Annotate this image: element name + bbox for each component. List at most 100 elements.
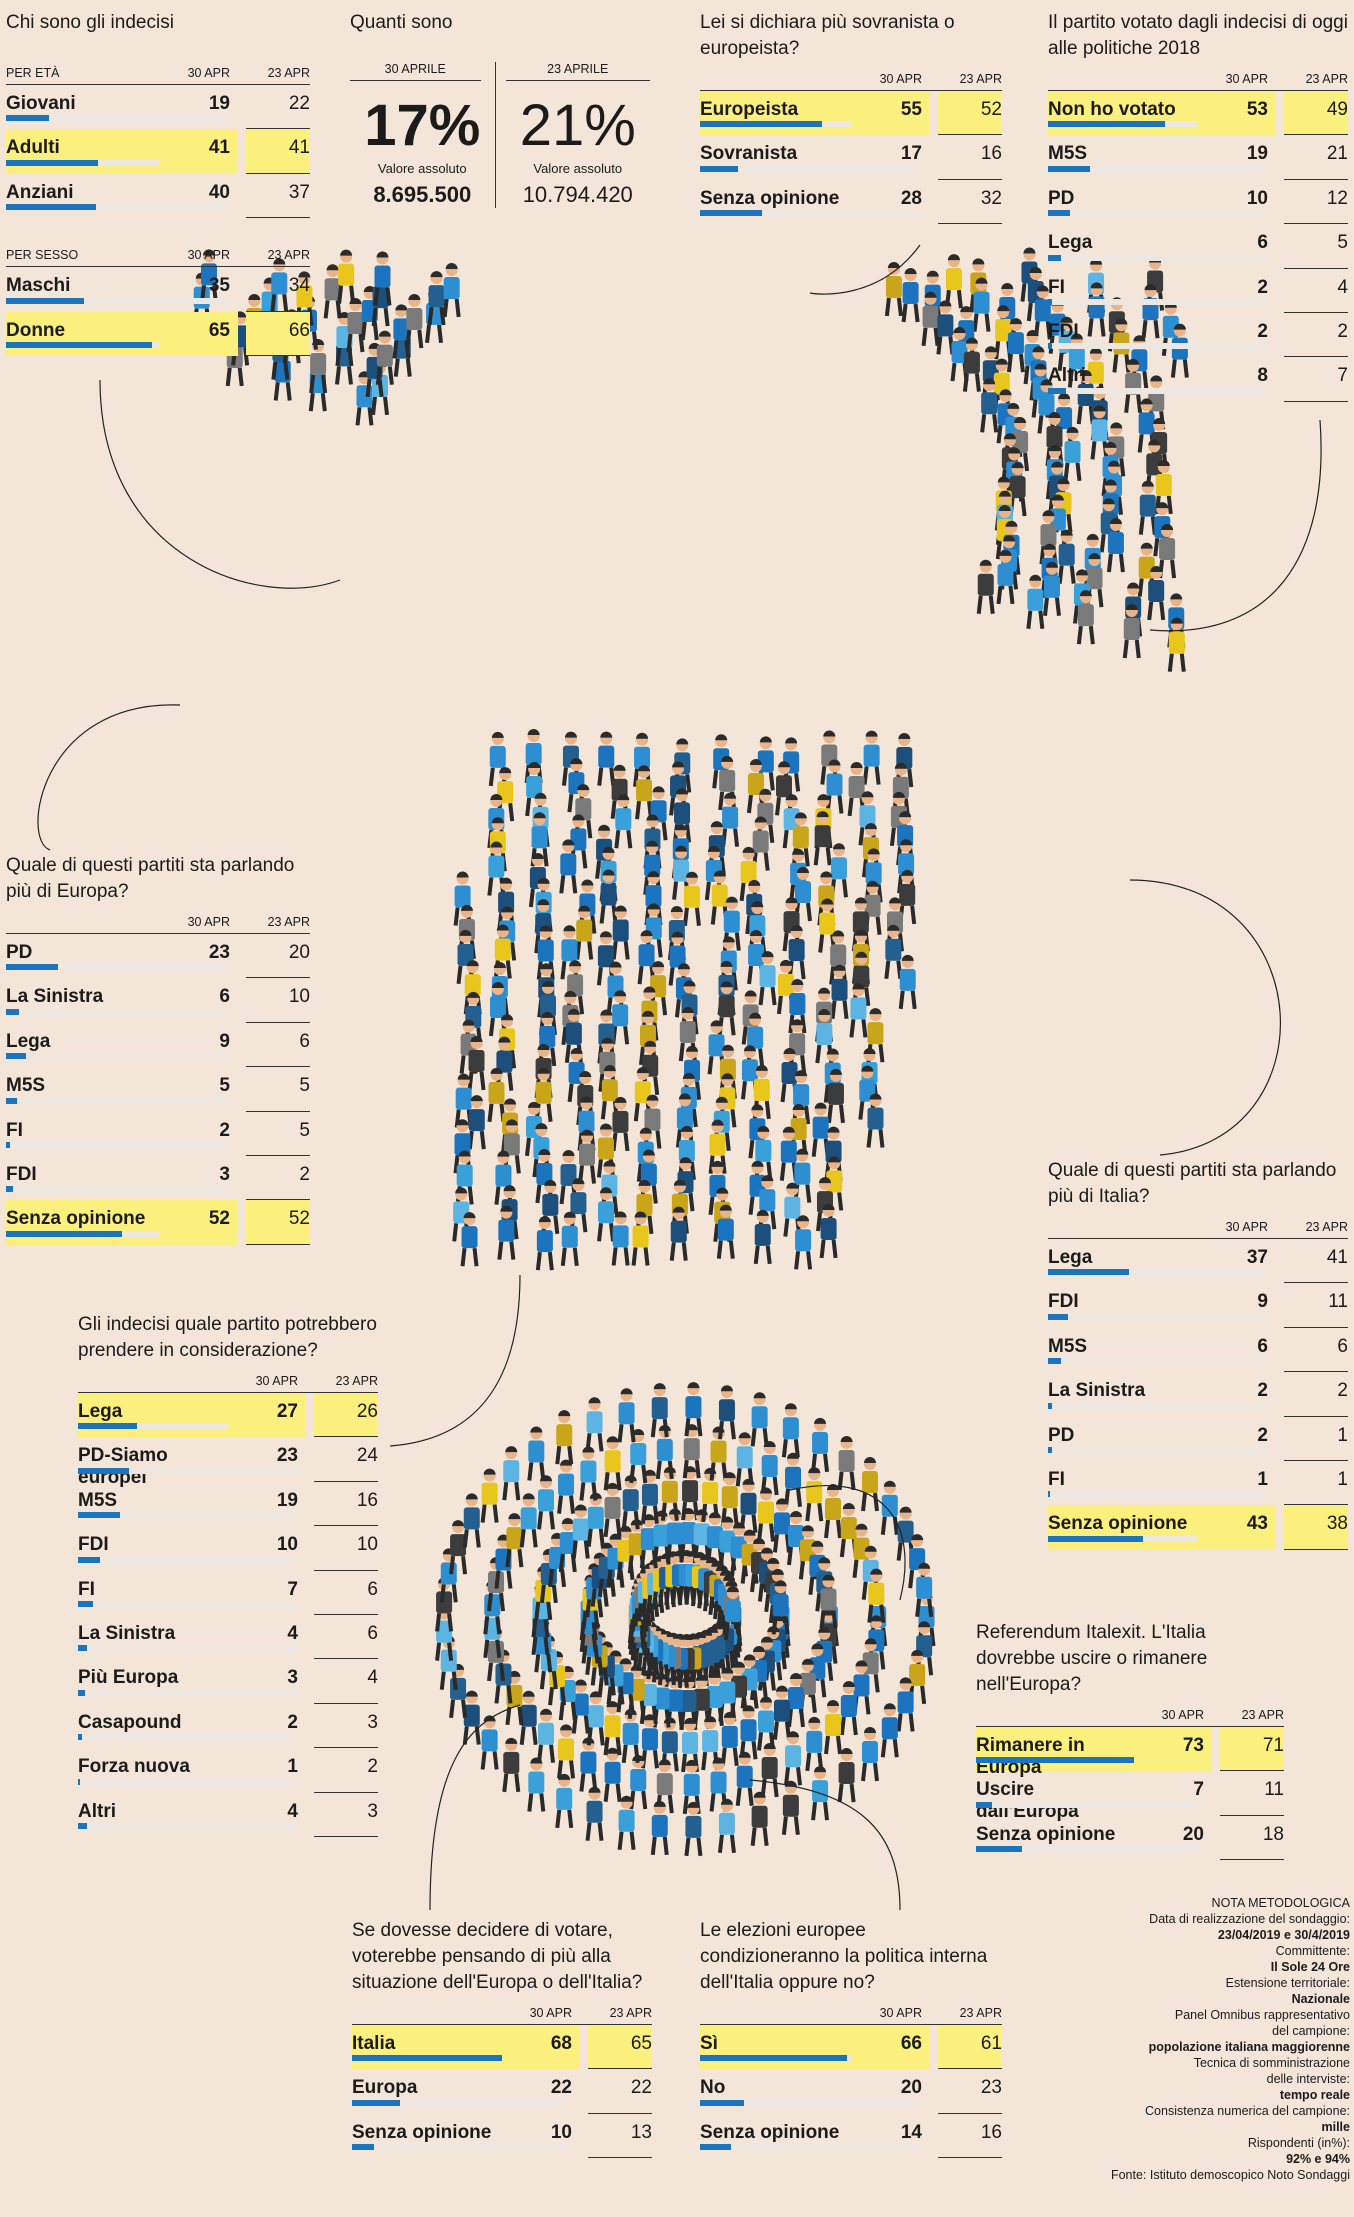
value-30-apr: 66 bbox=[852, 2025, 930, 2070]
table-header: 30 APR 23 APR bbox=[700, 68, 1002, 91]
note-line: Fonte: Istituto demoscopico Noto Sondagg… bbox=[1110, 2168, 1350, 2182]
row-label: Anziani bbox=[6, 174, 230, 218]
panel-title: Lei si dichiara più sovranista o europei… bbox=[700, 12, 955, 59]
row-label-text: M5S bbox=[1048, 143, 1088, 165]
person-figure bbox=[598, 1037, 617, 1092]
row-label: FI bbox=[78, 1571, 298, 1615]
bar-30-apr bbox=[1048, 1313, 1068, 1320]
person-figure bbox=[505, 1513, 524, 1568]
value-23-apr: 5 bbox=[1284, 224, 1348, 269]
person-figure bbox=[536, 925, 555, 980]
column-header-30-apr: 30 APR bbox=[879, 2006, 922, 2020]
bar-track bbox=[976, 1801, 1204, 1808]
person-figure bbox=[866, 1093, 885, 1148]
row-label: M5S bbox=[6, 1067, 230, 1111]
person-figure bbox=[681, 1717, 700, 1773]
table-row: PD 23 20 bbox=[6, 934, 310, 979]
person-figure bbox=[579, 1737, 598, 1792]
value-30-apr: 2 bbox=[1257, 320, 1268, 342]
value-30-apr: 1 bbox=[1257, 1468, 1268, 1490]
row-label: Sovranista bbox=[700, 135, 922, 179]
person-figure bbox=[851, 897, 870, 952]
person-figure bbox=[805, 1467, 824, 1522]
column-header-30-apr: 30 APR bbox=[255, 1374, 298, 1388]
person-figure bbox=[597, 1187, 616, 1242]
value-30-apr: 2 bbox=[287, 1711, 298, 1733]
table-row: Non ho votato 53 49 bbox=[1048, 91, 1348, 136]
column-header-23-apr: 23 APR bbox=[959, 72, 1002, 86]
panel-partito-2018: Il partito votato dagli indecisi di oggi… bbox=[1048, 10, 1348, 402]
person-figure bbox=[527, 1426, 546, 1481]
value-23-apr: 21 bbox=[1284, 135, 1348, 180]
bar-30-apr bbox=[352, 2099, 401, 2106]
bar-30-apr bbox=[976, 1846, 1022, 1853]
value-30-apr: 73 bbox=[1134, 1727, 1212, 1772]
note-line: Panel Omnibus rappresentativo bbox=[1174, 2008, 1350, 2022]
bar-30-apr bbox=[352, 2055, 502, 2062]
table-row: FI 7 6 bbox=[78, 1571, 378, 1615]
value-23-apr: 3 bbox=[314, 1704, 378, 1749]
panel-title: Gli indecisi quale partito potrebbero pr… bbox=[78, 1314, 377, 1361]
row-label: Rimanere in Europa bbox=[976, 1727, 1204, 1778]
bar-track bbox=[352, 2099, 572, 2106]
person-figure bbox=[621, 1475, 640, 1530]
figure-date: 30 APRILE bbox=[350, 62, 481, 81]
person-figure bbox=[866, 1008, 885, 1063]
row-label-text: Senza opinione bbox=[700, 2121, 840, 2143]
row-label: Lega bbox=[78, 1393, 298, 1438]
value-30-apr: 37 bbox=[1246, 1247, 1268, 1268]
table-row: Maschi 35 34 bbox=[6, 267, 310, 312]
person-figure bbox=[578, 1129, 596, 1184]
person-figure bbox=[758, 951, 777, 1006]
person-figure bbox=[784, 1731, 803, 1786]
person-figure bbox=[270, 258, 289, 313]
group-0: PER ETÀ 30 APR 23 APR Giovani 19 22 Adulti 41 41… bbox=[6, 62, 310, 219]
bar-track bbox=[6, 964, 230, 971]
bar-track bbox=[6, 341, 230, 348]
row-label: Senza opinione bbox=[976, 1816, 1204, 1860]
table-row: Senza opinione 28 32 bbox=[700, 180, 1002, 225]
value-23-apr: 41 bbox=[1284, 1239, 1348, 1284]
person-figure bbox=[884, 924, 903, 979]
person-figure bbox=[915, 1562, 934, 1617]
row-label-text: Altri bbox=[78, 1800, 116, 1822]
group-1: PER SESSO 30 APR 23 APR Maschi 35 34 Donne 65 66 bbox=[6, 244, 310, 356]
person-figure bbox=[739, 1705, 758, 1760]
value-23-apr: 16 bbox=[938, 135, 1002, 180]
bar-track bbox=[1048, 1358, 1268, 1365]
bar-track bbox=[1048, 298, 1268, 305]
note-line: Rispondenti (in%): bbox=[1247, 2136, 1350, 2150]
panel-title: Quanti sono bbox=[350, 12, 453, 33]
person-figure bbox=[449, 1520, 468, 1575]
table-row: M5S 19 21 bbox=[1048, 135, 1348, 180]
connector-line bbox=[389, 1274, 521, 1447]
value-30-apr: 20 bbox=[900, 2077, 922, 2099]
person-figure bbox=[710, 870, 729, 925]
person-figure bbox=[682, 871, 701, 926]
person-figure bbox=[880, 1703, 899, 1758]
person-figure bbox=[462, 1493, 481, 1548]
bar-track bbox=[6, 159, 230, 166]
person-figure bbox=[996, 549, 1015, 605]
table-row: FDI 3 2 bbox=[6, 1156, 310, 1201]
row-label-text: La Sinistra bbox=[1048, 1380, 1146, 1402]
value-23-apr: 66 bbox=[246, 311, 310, 356]
bar-track bbox=[6, 204, 230, 211]
bar-track bbox=[1048, 1313, 1268, 1320]
person-figure bbox=[760, 1441, 779, 1496]
person-figure bbox=[1006, 318, 1025, 373]
value-30-apr: 27 bbox=[228, 1393, 306, 1438]
bar-30-apr bbox=[700, 2144, 732, 2151]
value-30-apr: 40 bbox=[208, 181, 230, 203]
person-figure bbox=[392, 304, 411, 359]
note-line: Il Sole 24 Ore bbox=[1270, 1960, 1350, 1974]
value-23-apr: 1 bbox=[1284, 1461, 1348, 1506]
note-line: 23/04/2019 e 30/4/2019 bbox=[1217, 1928, 1350, 1942]
table-row: FI 2 5 bbox=[6, 1112, 310, 1156]
row-label-text: La Sinistra bbox=[6, 986, 104, 1008]
column-header-23-apr: 23 APR bbox=[267, 248, 310, 263]
column-header-30-apr: 30 APR bbox=[879, 72, 922, 86]
person-figure bbox=[1039, 510, 1058, 565]
row-label: La Sinistra bbox=[6, 978, 230, 1022]
table-row: La Sinistra 2 2 bbox=[1048, 1372, 1348, 1417]
